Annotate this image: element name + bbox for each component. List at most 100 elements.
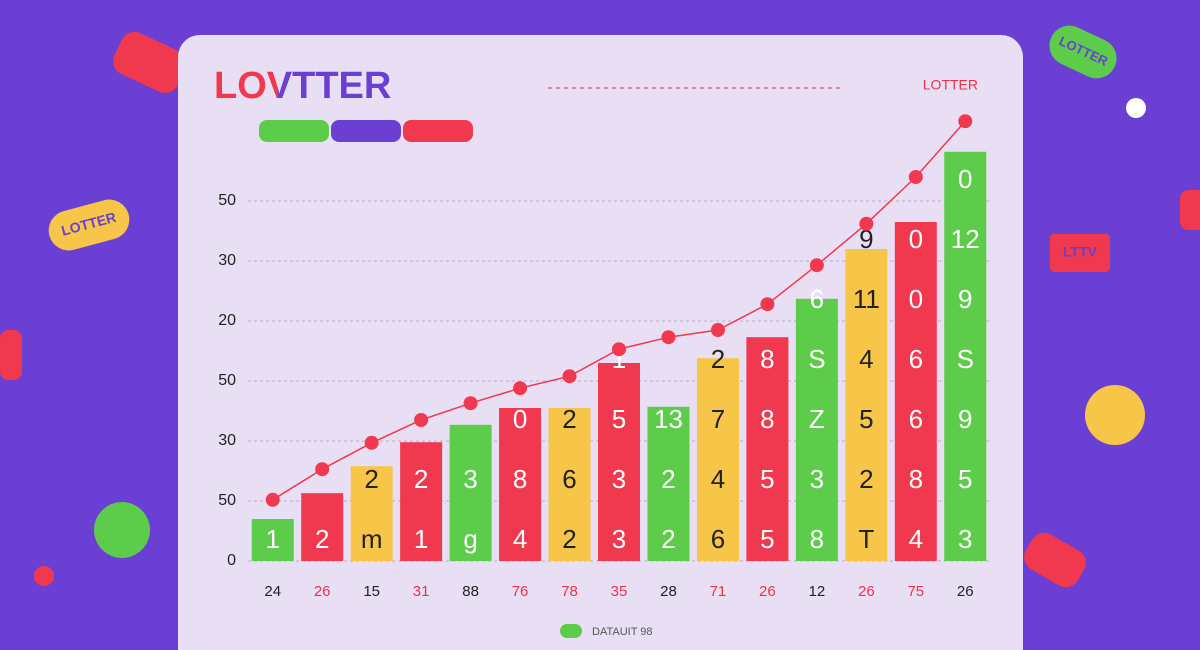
bar	[944, 151, 987, 562]
bar-label: 13	[654, 404, 683, 434]
bar-label: m	[361, 524, 383, 554]
decor	[1085, 385, 1145, 445]
bar-label: 9	[958, 404, 972, 434]
bar-label: T	[858, 524, 874, 554]
decor	[1126, 98, 1146, 118]
bar-label: 11	[853, 284, 880, 314]
trend-point	[710, 323, 725, 337]
trend-point	[513, 381, 528, 396]
bar-label: S	[957, 344, 974, 374]
bar-label: 2	[859, 464, 873, 494]
x-tick-label: 15	[363, 583, 380, 600]
bar-label: 5	[859, 404, 873, 434]
sticker-text: LTTV	[1063, 244, 1098, 260]
bar	[548, 408, 591, 561]
bar-label: 2	[364, 464, 378, 494]
chart-title: LOVTTER	[214, 65, 391, 107]
bar-label: Z	[809, 404, 825, 434]
y-tick-label: 50	[218, 372, 236, 389]
bar	[696, 358, 739, 561]
legend-label: DATAUIT 98	[592, 626, 653, 638]
bar-label: 2	[315, 524, 329, 554]
bar-label: 8	[760, 404, 774, 434]
bar-label: 9	[859, 224, 873, 254]
sticker	[1049, 25, 1117, 79]
x-tick-label: 78	[561, 583, 578, 600]
bar-label: 12	[951, 224, 980, 254]
x-tick-label: 71	[710, 583, 727, 600]
bar-label: 5	[760, 464, 774, 494]
y-tick-label: 50	[218, 492, 236, 509]
bar	[449, 424, 492, 561]
bar-label: 6	[909, 344, 923, 374]
legend-swatch	[331, 120, 401, 142]
bar-label: 4	[711, 464, 725, 494]
x-tick-label: 28	[660, 583, 677, 600]
bar-label: 8	[810, 524, 824, 554]
bar-label: 3	[463, 464, 477, 494]
decor	[94, 502, 150, 558]
trend-point	[661, 330, 676, 345]
bar-label: 3	[810, 464, 824, 494]
bar	[301, 493, 344, 561]
bar-label: 3	[958, 524, 972, 554]
bar-label: 8	[760, 344, 774, 374]
legend-swatch	[259, 120, 329, 142]
bar-label: 2	[562, 524, 576, 554]
bar-label: 4	[909, 524, 923, 554]
x-tick-label: 88	[462, 583, 479, 600]
bar-label: 0	[909, 284, 923, 314]
legend	[259, 120, 473, 142]
decor	[0, 330, 22, 380]
bar-label: 3	[612, 464, 626, 494]
decor	[113, 31, 187, 94]
trend-point	[859, 216, 874, 231]
bar-label: 5	[760, 524, 774, 554]
x-tick-label: 26	[759, 583, 776, 600]
bar	[400, 442, 443, 561]
bar-label: 6	[810, 284, 824, 314]
bar-label: 2	[711, 344, 725, 374]
decor	[1180, 190, 1200, 230]
x-tick-label: 26	[314, 583, 331, 600]
bar	[795, 298, 838, 561]
bar-label: 0	[513, 404, 527, 434]
trend-point	[463, 396, 478, 411]
bar-label: 6	[711, 524, 725, 554]
x-tick-label: 26	[858, 583, 875, 600]
bar-label: S	[808, 344, 825, 374]
y-tick-label: 20	[218, 312, 236, 329]
bar	[894, 222, 937, 561]
y-tick-label: 50	[218, 192, 236, 209]
bar	[350, 466, 393, 561]
decor	[34, 566, 54, 586]
x-tick-label: 76	[512, 583, 529, 600]
bar-label: g	[463, 524, 477, 554]
x-tick-label: 26	[957, 583, 974, 600]
x-tick-label: 12	[809, 583, 826, 600]
bar-label: 8	[513, 464, 527, 494]
trend-point	[809, 258, 824, 273]
trend-point	[265, 492, 280, 507]
trend-point	[562, 369, 577, 384]
bar-label: 2	[562, 404, 576, 434]
trend-point	[364, 435, 379, 450]
bar-label: 2	[414, 464, 428, 494]
legend-swatch	[560, 624, 582, 638]
bar	[499, 408, 542, 561]
y-tick-label: 0	[227, 552, 236, 569]
y-tick-label: 30	[218, 252, 236, 269]
bar-label: 3	[612, 524, 626, 554]
bar-label: 9	[958, 284, 972, 314]
bar	[598, 363, 640, 561]
bar-label: 7	[711, 404, 725, 434]
bar-label: 4	[513, 524, 527, 554]
legend-swatch	[403, 120, 473, 142]
bar-label: 5	[958, 464, 972, 494]
bar	[647, 406, 690, 561]
trend-point	[760, 297, 775, 312]
sticker	[48, 199, 130, 251]
bar-label: 1	[265, 524, 279, 554]
